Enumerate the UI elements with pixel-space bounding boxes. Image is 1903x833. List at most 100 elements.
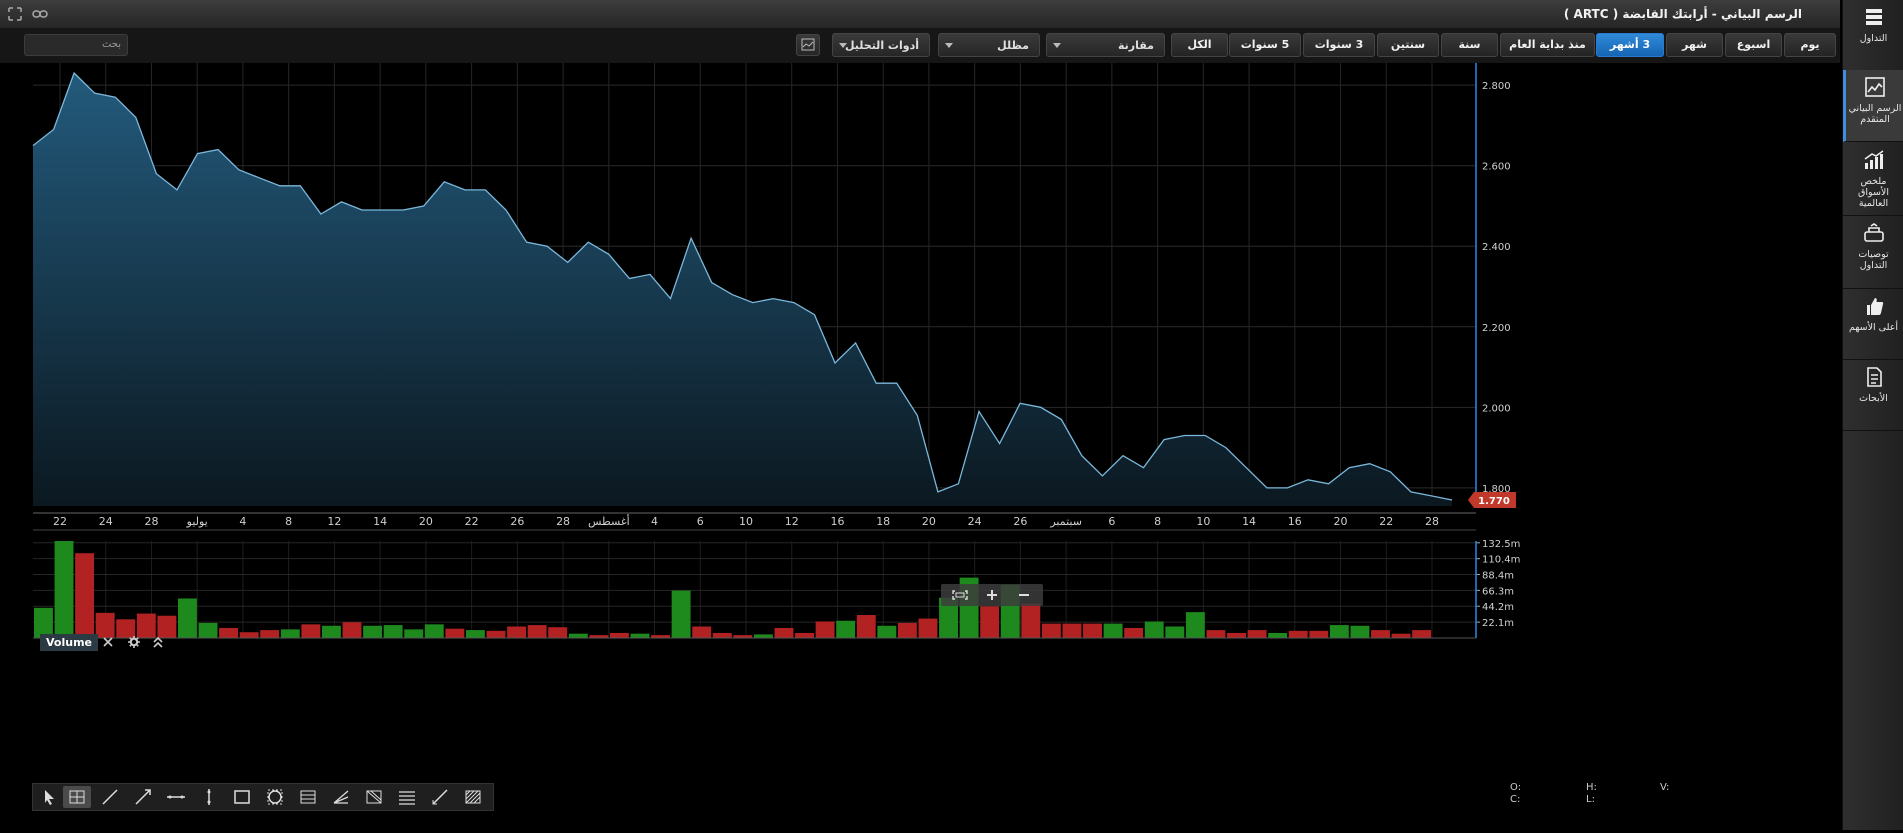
date-tick-label: 20 [419,515,433,528]
volume-bar [342,622,362,638]
sidebar-item-advanced-chart[interactable]: الرسم البياني المتقدم [1843,70,1903,142]
vertical-line-icon[interactable] [195,786,223,808]
price-tick-label: 2.400 [1482,242,1511,253]
period-all-button[interactable]: الكل [1171,33,1228,57]
period-1w-button[interactable]: اسبوع [1725,33,1782,57]
sidebar-item-label: الأبحاث [1859,393,1888,404]
pattern-icon[interactable] [459,786,487,808]
research-icon [1866,367,1882,387]
volume-bar [630,633,650,638]
date-tick-label: 14 [1242,515,1256,528]
title-bar: الرسم البياني - أرابتك القابضة ( ARTC ) [0,0,1840,29]
compare-dropdown[interactable]: مقارنة [1046,33,1165,57]
low-label: L: [1586,794,1595,805]
volume-bar [1041,623,1061,638]
volume-bar [1288,630,1308,638]
volume-bar [918,618,938,638]
period-5y-button[interactable]: 5 سنوات [1229,33,1301,57]
price-area [33,73,1452,506]
close-icon[interactable] [101,635,115,649]
chart-type-button[interactable] [796,34,820,56]
shading-dropdown[interactable]: مظلل [938,33,1040,57]
volume-bar [321,625,341,638]
price-tick-label: 2.000 [1482,403,1511,414]
volume-bar [363,625,383,638]
volume-bar [980,606,1000,638]
ray-icon[interactable] [129,786,157,808]
volume-bar [897,622,917,638]
trend-line-icon[interactable] [96,786,124,808]
collapse-up-icon[interactable] [151,635,165,649]
volume-tick-label: 132.5m [1482,539,1520,550]
rectangle-icon[interactable] [228,786,256,808]
period-3m-button[interactable]: 3 أشهر [1596,33,1664,57]
sidebar-item-recommendations[interactable]: توصيات التداول [1843,216,1903,289]
volume-bars [34,541,1432,638]
period-1y-button[interactable]: سنة [1441,33,1498,57]
price-tick-label: 2.200 [1482,323,1511,334]
close-label: C: [1510,794,1521,805]
volume-bar [1185,612,1205,638]
period-1m-button[interactable]: شهر [1666,33,1723,57]
volume-bar [260,630,280,638]
last-price-tag-shape [1468,491,1516,508]
drawing-toolbar [32,783,494,811]
period-1d-button[interactable]: يوم [1784,33,1836,57]
volume-bar [486,630,506,638]
sidebar-item-research[interactable]: الأبحاث [1843,360,1903,431]
measure-icon[interactable] [426,786,454,808]
shading-label: مظلل [997,39,1029,52]
date-tick-label: أغسطس [588,514,630,528]
link-icon[interactable] [32,7,48,21]
price-chart[interactable]: 2.800 2.600 2.400 2.200 2.000 1.800 22 24 28 يول… [20,63,1842,830]
expand-icon[interactable] [8,7,22,21]
period-3y-button[interactable]: 3 سنوات [1303,33,1375,57]
volume-bar [383,625,403,638]
analysis-tools-dropdown[interactable]: أدوات التحليل [832,33,930,57]
gear-icon[interactable] [127,635,141,649]
sidebar-item-label: ملخص الأسواق العالمية [1858,176,1889,209]
chart-area[interactable]: 2.800 2.600 2.400 2.200 2.000 1.800 22 24 28 يول… [20,63,1842,830]
date-tick-label: 18 [876,515,890,528]
volume-bar [445,628,465,638]
sidebar-item-trading[interactable]: التداول [1843,0,1903,71]
pointer-icon[interactable] [35,786,63,808]
volume-bar [877,625,897,638]
pitchfork-icon[interactable] [360,786,388,808]
volume-bar [712,632,732,638]
date-tick-label: 16 [830,515,844,528]
fit-screen-icon[interactable] [945,586,975,604]
ellipse-icon[interactable] [261,786,289,808]
fan-icon[interactable] [327,786,355,808]
price-tick-label: 2.600 [1482,162,1511,173]
fibonacci-icon[interactable] [294,786,322,808]
date-tick-label: 22 [465,515,479,528]
date-tick-label: 14 [373,515,387,528]
price-tick-label: 1.800 [1482,484,1511,495]
ohlc-readout: O: H: V: C: L: [1510,782,1710,812]
zoom-in-icon[interactable] [977,586,1007,604]
volume-bar [404,629,424,638]
period-ytd-button[interactable]: منذ بداية العام [1500,33,1595,57]
volume-bar [1144,621,1164,638]
period-2y-button[interactable]: سنتين [1377,33,1439,57]
price-line [32,71,1453,501]
zoom-out-icon[interactable] [1009,586,1039,604]
volume-bar [34,607,53,638]
volume-tick-label: 44.2m [1482,602,1514,613]
horizontal-line-icon[interactable] [162,786,190,808]
volume-bar [136,613,156,638]
channel-icon[interactable] [393,786,421,808]
date-tick-label: 22 [53,515,67,528]
volume-bar [1227,632,1246,638]
search-input[interactable]: بحث [24,34,128,56]
crosshair-icon[interactable] [63,786,91,808]
volume-bar [733,635,753,638]
volume-bar [1309,630,1329,638]
sidebar-item-top-stocks[interactable]: أعلى الأسهم [1843,289,1903,360]
date-tick-label: يوليو [186,515,208,528]
zoom-controls [941,584,1043,606]
date-tick-label: 28 [144,515,158,528]
volume-tick-label: 110.4m [1482,555,1520,566]
sidebar-item-global-markets[interactable]: ملخص الأسواق العالمية [1843,143,1903,216]
